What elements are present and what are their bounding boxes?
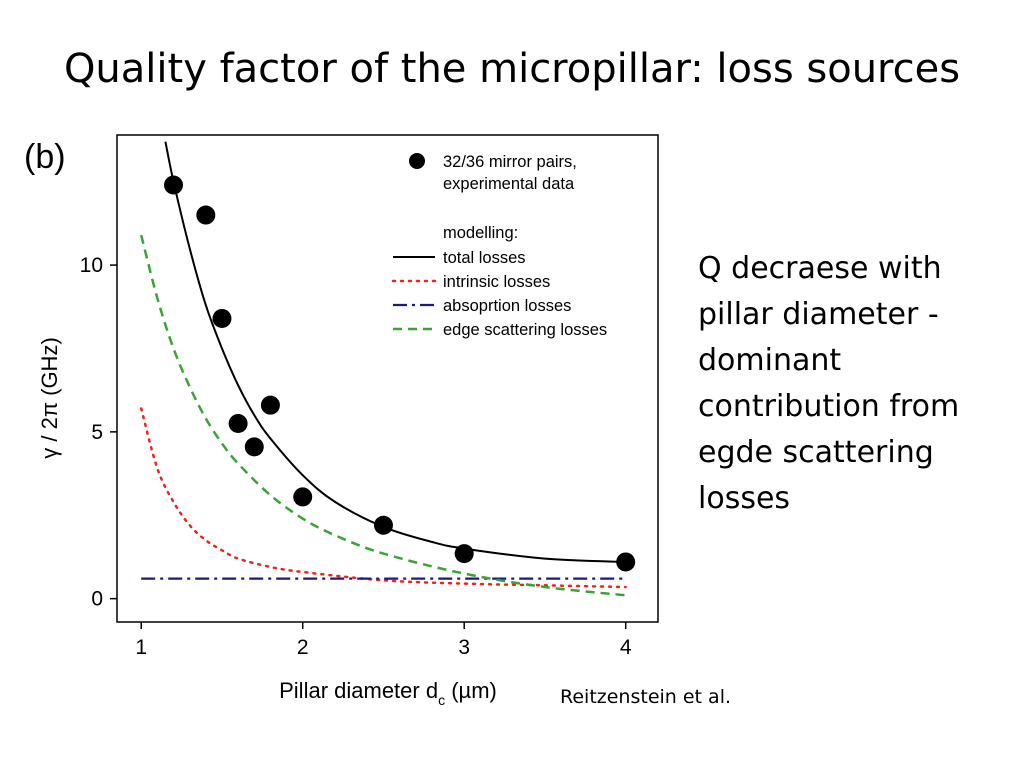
x-tick-label: 2 [297,636,309,659]
legend-label-intrinsic-losses: intrinsic losses [443,273,550,291]
bullet-text: Q decraese with pillar diameter - domina… [698,251,960,516]
data-point [212,308,232,328]
legend-label-total-losses: total losses [443,249,526,267]
data-point [373,515,393,535]
x-axis-label: Pillar diameter dc (µm) [279,678,497,708]
series-line-intrinsic-losses [139,407,627,589]
legend-marker-experimental-data [409,153,425,169]
x-tick-label: 4 [620,636,632,659]
y-axis-label: γ / 2π (GHz) [37,337,62,459]
data-point [454,544,474,564]
x-tick-label: 1 [135,636,147,659]
data-point [616,552,636,572]
legend-label-edge-scattering-losses: edge scattering losses [443,321,607,339]
data-point [293,487,313,507]
data-point [196,205,216,225]
series-line-total-losses [164,141,626,563]
data-point [260,395,280,415]
y-tick-label: 5 [91,421,103,444]
legend-label-experimental-data: 32/36 mirror pairs, [443,153,577,171]
plot-frame [116,134,659,623]
x-tick-label: 3 [458,636,470,659]
data-point [228,414,248,434]
legend-modelling-header: modelling: [443,224,518,242]
y-tick-label: 10 [80,254,103,277]
y-tick-label: 0 [91,588,103,611]
citation: Reitzenstein et al. [560,686,732,708]
series-line-edge-scattering-losses [139,234,626,597]
legend-label-experimental-data: experimental data [443,175,575,193]
legend-label-absoprtion-losses: absoprtion losses [443,297,571,315]
data-point [164,175,184,195]
data-point [244,437,264,457]
panel-label: (b) [24,138,66,176]
slide-title: Quality factor of the micropillar: loss … [63,46,961,92]
